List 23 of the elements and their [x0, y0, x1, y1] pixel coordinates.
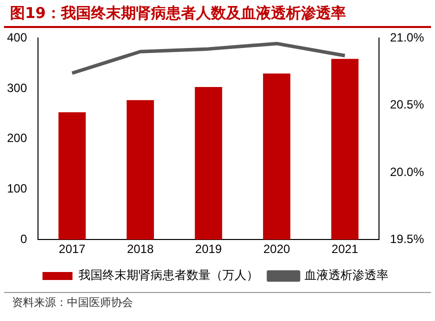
legend-label: 血液透析渗透率 — [304, 268, 388, 282]
bar — [263, 73, 290, 240]
text: 资料来源：中国医师协会 — [4, 292, 431, 310]
x-tick-label: 2019 — [195, 242, 222, 256]
y-tick-label: 100 — [6, 182, 28, 196]
y2-tick-label: 19.5% — [390, 232, 424, 246]
y2-tick-label: 20.0% — [390, 164, 424, 179]
x-tick-label: 2020 — [263, 242, 290, 256]
x-tick-label: 2021 — [332, 242, 359, 256]
x-tick-label: 2018 — [126, 242, 154, 256]
y2-tick-label: 21.0% — [390, 30, 424, 45]
bar — [194, 87, 222, 240]
y-tick-label: 300 — [6, 80, 28, 95]
legend-label: 我国终末期肾病患者数量（万人） — [78, 268, 258, 282]
y2-tick-label: 20.5% — [390, 98, 424, 112]
bar — [331, 58, 359, 240]
y-tick-label: 200 — [6, 131, 28, 146]
bar — [58, 112, 86, 240]
y-tick-label: 0 — [20, 232, 28, 246]
x-tick-label: 2017 — [58, 242, 86, 256]
y-tick-label: 400 — [6, 30, 28, 45]
bar — [126, 100, 154, 240]
chart-title: 图19：我国终末期肾病患者人数及血液透析渗透率 — [4, 0, 431, 28]
